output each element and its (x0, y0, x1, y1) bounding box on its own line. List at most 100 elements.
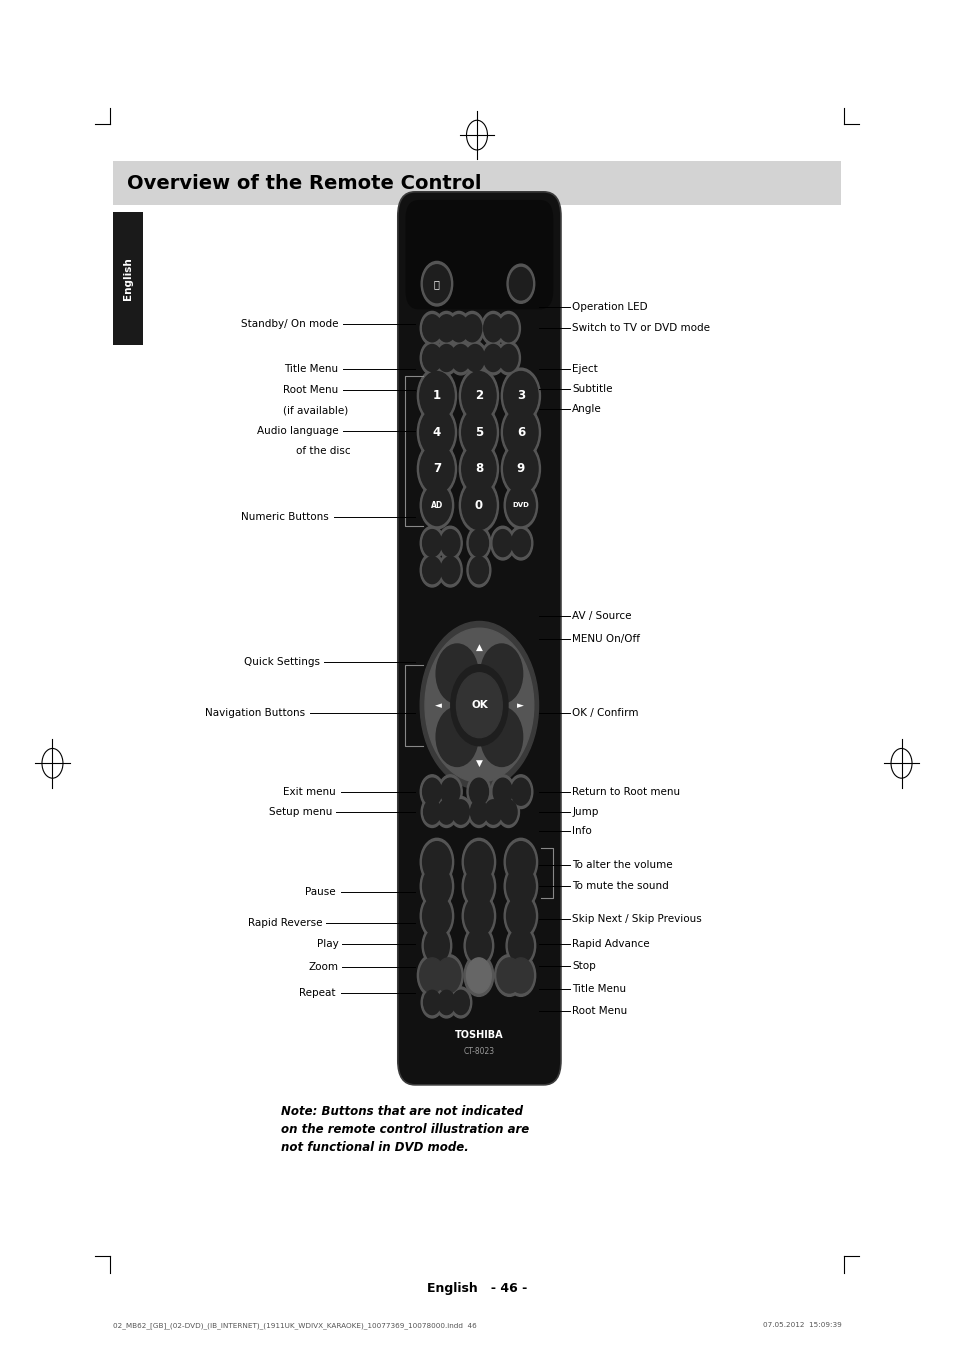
Circle shape (509, 527, 532, 561)
Circle shape (448, 340, 472, 376)
Circle shape (449, 986, 471, 1019)
Text: Overview of the Remote Control: Overview of the Remote Control (127, 173, 481, 193)
Circle shape (435, 312, 458, 346)
Circle shape (506, 866, 535, 907)
Circle shape (480, 340, 505, 376)
Circle shape (507, 265, 534, 304)
Circle shape (419, 312, 444, 346)
Circle shape (440, 557, 459, 584)
Circle shape (509, 267, 532, 300)
FancyBboxPatch shape (405, 200, 553, 309)
Circle shape (422, 778, 441, 805)
Circle shape (461, 408, 496, 457)
Circle shape (466, 958, 491, 993)
Circle shape (484, 800, 501, 824)
Circle shape (499, 800, 517, 824)
Circle shape (419, 340, 444, 376)
Circle shape (493, 778, 512, 805)
Circle shape (467, 775, 490, 808)
Text: Navigation Buttons: Navigation Buttons (205, 708, 305, 719)
Circle shape (511, 530, 530, 557)
Circle shape (503, 408, 537, 457)
Text: Eject: Eject (572, 363, 598, 374)
Text: Standby/ On mode: Standby/ On mode (241, 319, 338, 330)
Text: ►: ► (517, 701, 523, 709)
Circle shape (461, 481, 496, 530)
Circle shape (419, 958, 444, 993)
Circle shape (501, 440, 540, 496)
Text: (if available): (if available) (283, 405, 348, 416)
Circle shape (419, 482, 454, 530)
Text: OK: OK (471, 700, 487, 711)
Text: Subtitle: Subtitle (572, 384, 612, 394)
Circle shape (469, 530, 488, 557)
Text: ◄: ◄ (435, 701, 441, 709)
Text: 4: 4 (433, 426, 440, 439)
Circle shape (449, 315, 468, 342)
Text: Return to Root menu: Return to Root menu (572, 786, 679, 797)
Circle shape (436, 644, 477, 704)
Circle shape (421, 261, 453, 307)
Circle shape (461, 838, 496, 886)
Circle shape (419, 444, 454, 493)
Text: 2: 2 (475, 389, 482, 403)
Circle shape (423, 265, 450, 303)
Circle shape (424, 628, 534, 782)
Text: 3: 3 (517, 389, 524, 403)
Text: Quick Settings: Quick Settings (243, 657, 319, 667)
Circle shape (419, 621, 537, 789)
Circle shape (483, 345, 502, 372)
Text: 6: 6 (517, 426, 524, 439)
Text: ▼: ▼ (476, 759, 482, 767)
Text: AV / Source: AV / Source (572, 611, 631, 621)
Circle shape (459, 369, 497, 424)
Circle shape (511, 778, 530, 805)
Circle shape (469, 557, 488, 584)
Circle shape (504, 482, 537, 530)
Text: Exit menu: Exit menu (283, 786, 335, 797)
Circle shape (435, 797, 457, 827)
Circle shape (504, 863, 537, 911)
Circle shape (419, 554, 444, 588)
Circle shape (464, 842, 493, 882)
Circle shape (509, 775, 532, 808)
Circle shape (506, 842, 535, 882)
Text: Note: Buttons that are not indicated
on the remote control illustration are
not : Note: Buttons that are not indicated on … (281, 1105, 529, 1154)
Text: Skip Next / Skip Previous: Skip Next / Skip Previous (572, 913, 701, 924)
Text: Pause: Pause (305, 886, 335, 897)
Circle shape (480, 707, 522, 766)
Text: English   - 46 -: English - 46 - (426, 1282, 527, 1296)
Text: OK / Confirm: OK / Confirm (572, 708, 639, 719)
Text: Title Menu: Title Menu (572, 984, 626, 994)
Text: DVD: DVD (512, 503, 529, 508)
Circle shape (449, 797, 471, 827)
Circle shape (464, 896, 493, 936)
Circle shape (467, 554, 490, 588)
Circle shape (424, 928, 449, 963)
Circle shape (493, 530, 512, 557)
Text: Numeric Buttons: Numeric Buttons (241, 512, 329, 523)
Circle shape (422, 485, 451, 526)
Circle shape (467, 797, 490, 827)
Circle shape (470, 800, 487, 824)
Circle shape (416, 405, 456, 459)
Circle shape (440, 778, 459, 805)
Circle shape (422, 530, 441, 557)
Circle shape (494, 954, 524, 997)
Circle shape (505, 924, 536, 967)
Circle shape (452, 990, 469, 1015)
Text: Repeat: Repeat (299, 988, 335, 998)
Circle shape (498, 315, 517, 342)
Circle shape (496, 312, 520, 346)
Text: 8: 8 (475, 462, 482, 476)
Text: ▲: ▲ (476, 643, 482, 651)
Circle shape (463, 954, 494, 997)
Text: Audio language: Audio language (256, 426, 338, 436)
Circle shape (467, 527, 490, 561)
Circle shape (497, 797, 518, 827)
Text: Play: Play (316, 939, 338, 950)
Circle shape (498, 345, 517, 372)
Circle shape (417, 954, 446, 997)
Circle shape (440, 530, 459, 557)
Text: 9: 9 (517, 462, 524, 476)
